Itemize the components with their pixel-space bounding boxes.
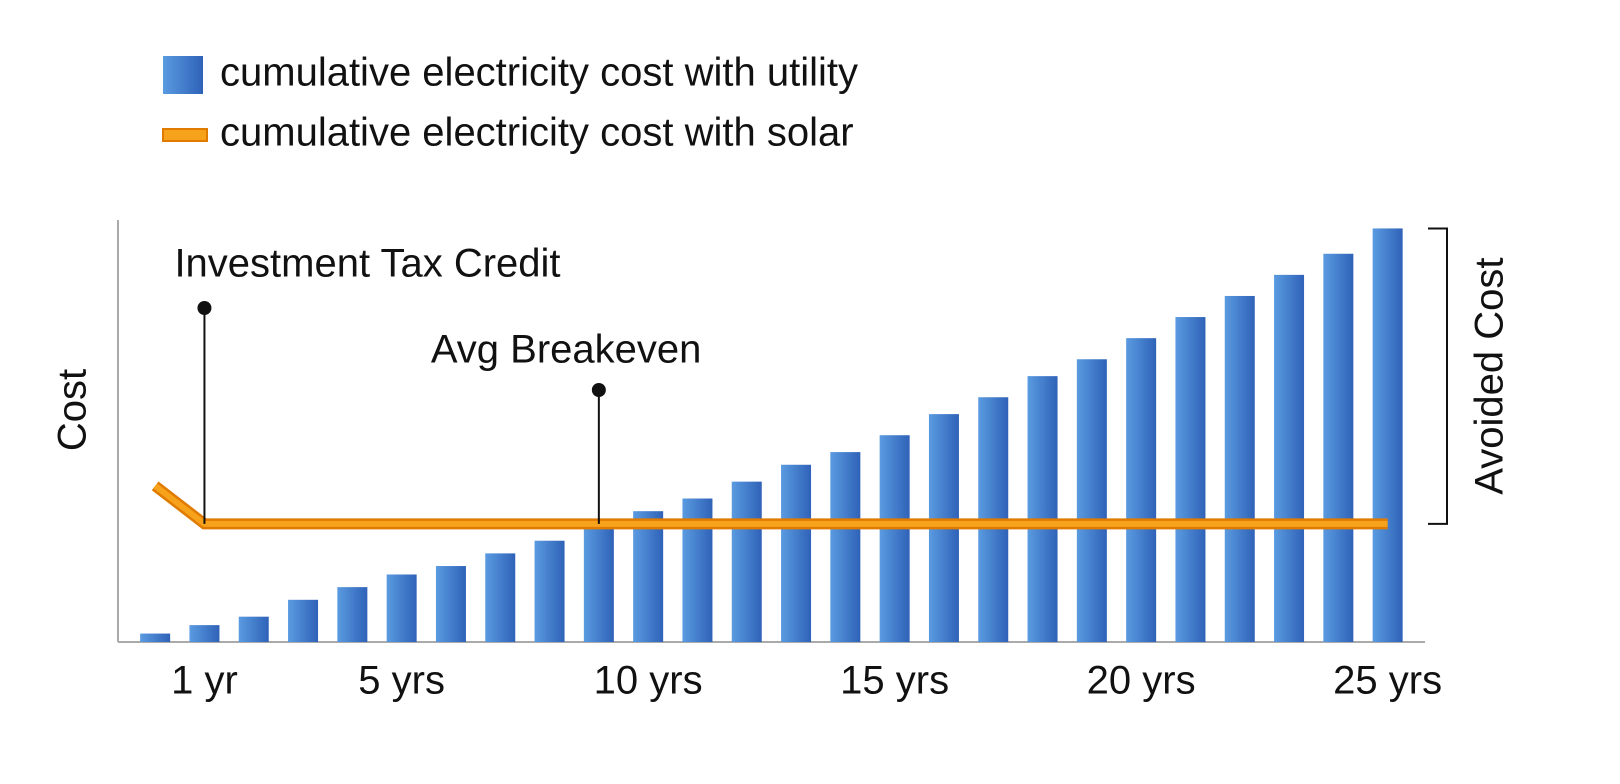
bracket: [1428, 227, 1448, 525]
annotation-label: Avg Breakeven: [431, 328, 702, 372]
x-tick-label: 20 yrs: [1087, 659, 1196, 703]
bar: [238, 616, 269, 642]
bar: [534, 540, 565, 642]
legend-label: cumulative electricity cost with solar: [220, 111, 854, 155]
legend-swatch: [162, 128, 208, 142]
x-tick-label: 15 yrs: [840, 659, 949, 703]
bar: [1274, 274, 1305, 642]
y-axis-label: Cost: [51, 369, 95, 451]
x-tick-label: 1 yr: [171, 659, 238, 703]
annotation-dot: [591, 383, 606, 397]
bar: [435, 566, 466, 642]
bracket-label: Avoided Cost: [1468, 258, 1512, 495]
bar: [140, 633, 171, 642]
bar: [1372, 228, 1403, 642]
legend-swatch: [163, 56, 203, 94]
bar: [879, 435, 910, 642]
annotation-dot: [197, 301, 212, 315]
bar: [288, 599, 319, 642]
x-tick-label: 10 yrs: [594, 659, 703, 703]
bar: [731, 481, 762, 642]
bar: [1323, 253, 1354, 642]
bar: [781, 464, 812, 642]
bar: [1126, 338, 1157, 642]
bar: [1175, 317, 1206, 642]
bar: [189, 625, 220, 642]
x-tick-label: 25 yrs: [1333, 659, 1442, 703]
bar: [633, 511, 664, 642]
bar: [1076, 359, 1107, 642]
bar: [583, 528, 614, 642]
bar: [1224, 295, 1255, 642]
bar: [386, 574, 417, 642]
legend-label: cumulative electricity cost with utility: [220, 51, 858, 95]
bar: [830, 452, 861, 642]
bar: [1027, 376, 1058, 642]
bar: [337, 587, 368, 642]
bar: [485, 553, 516, 642]
x-tick-label: 5 yrs: [358, 659, 445, 703]
solar-line: [153, 483, 1388, 527]
annotation-label: Investment Tax Credit: [174, 242, 560, 286]
